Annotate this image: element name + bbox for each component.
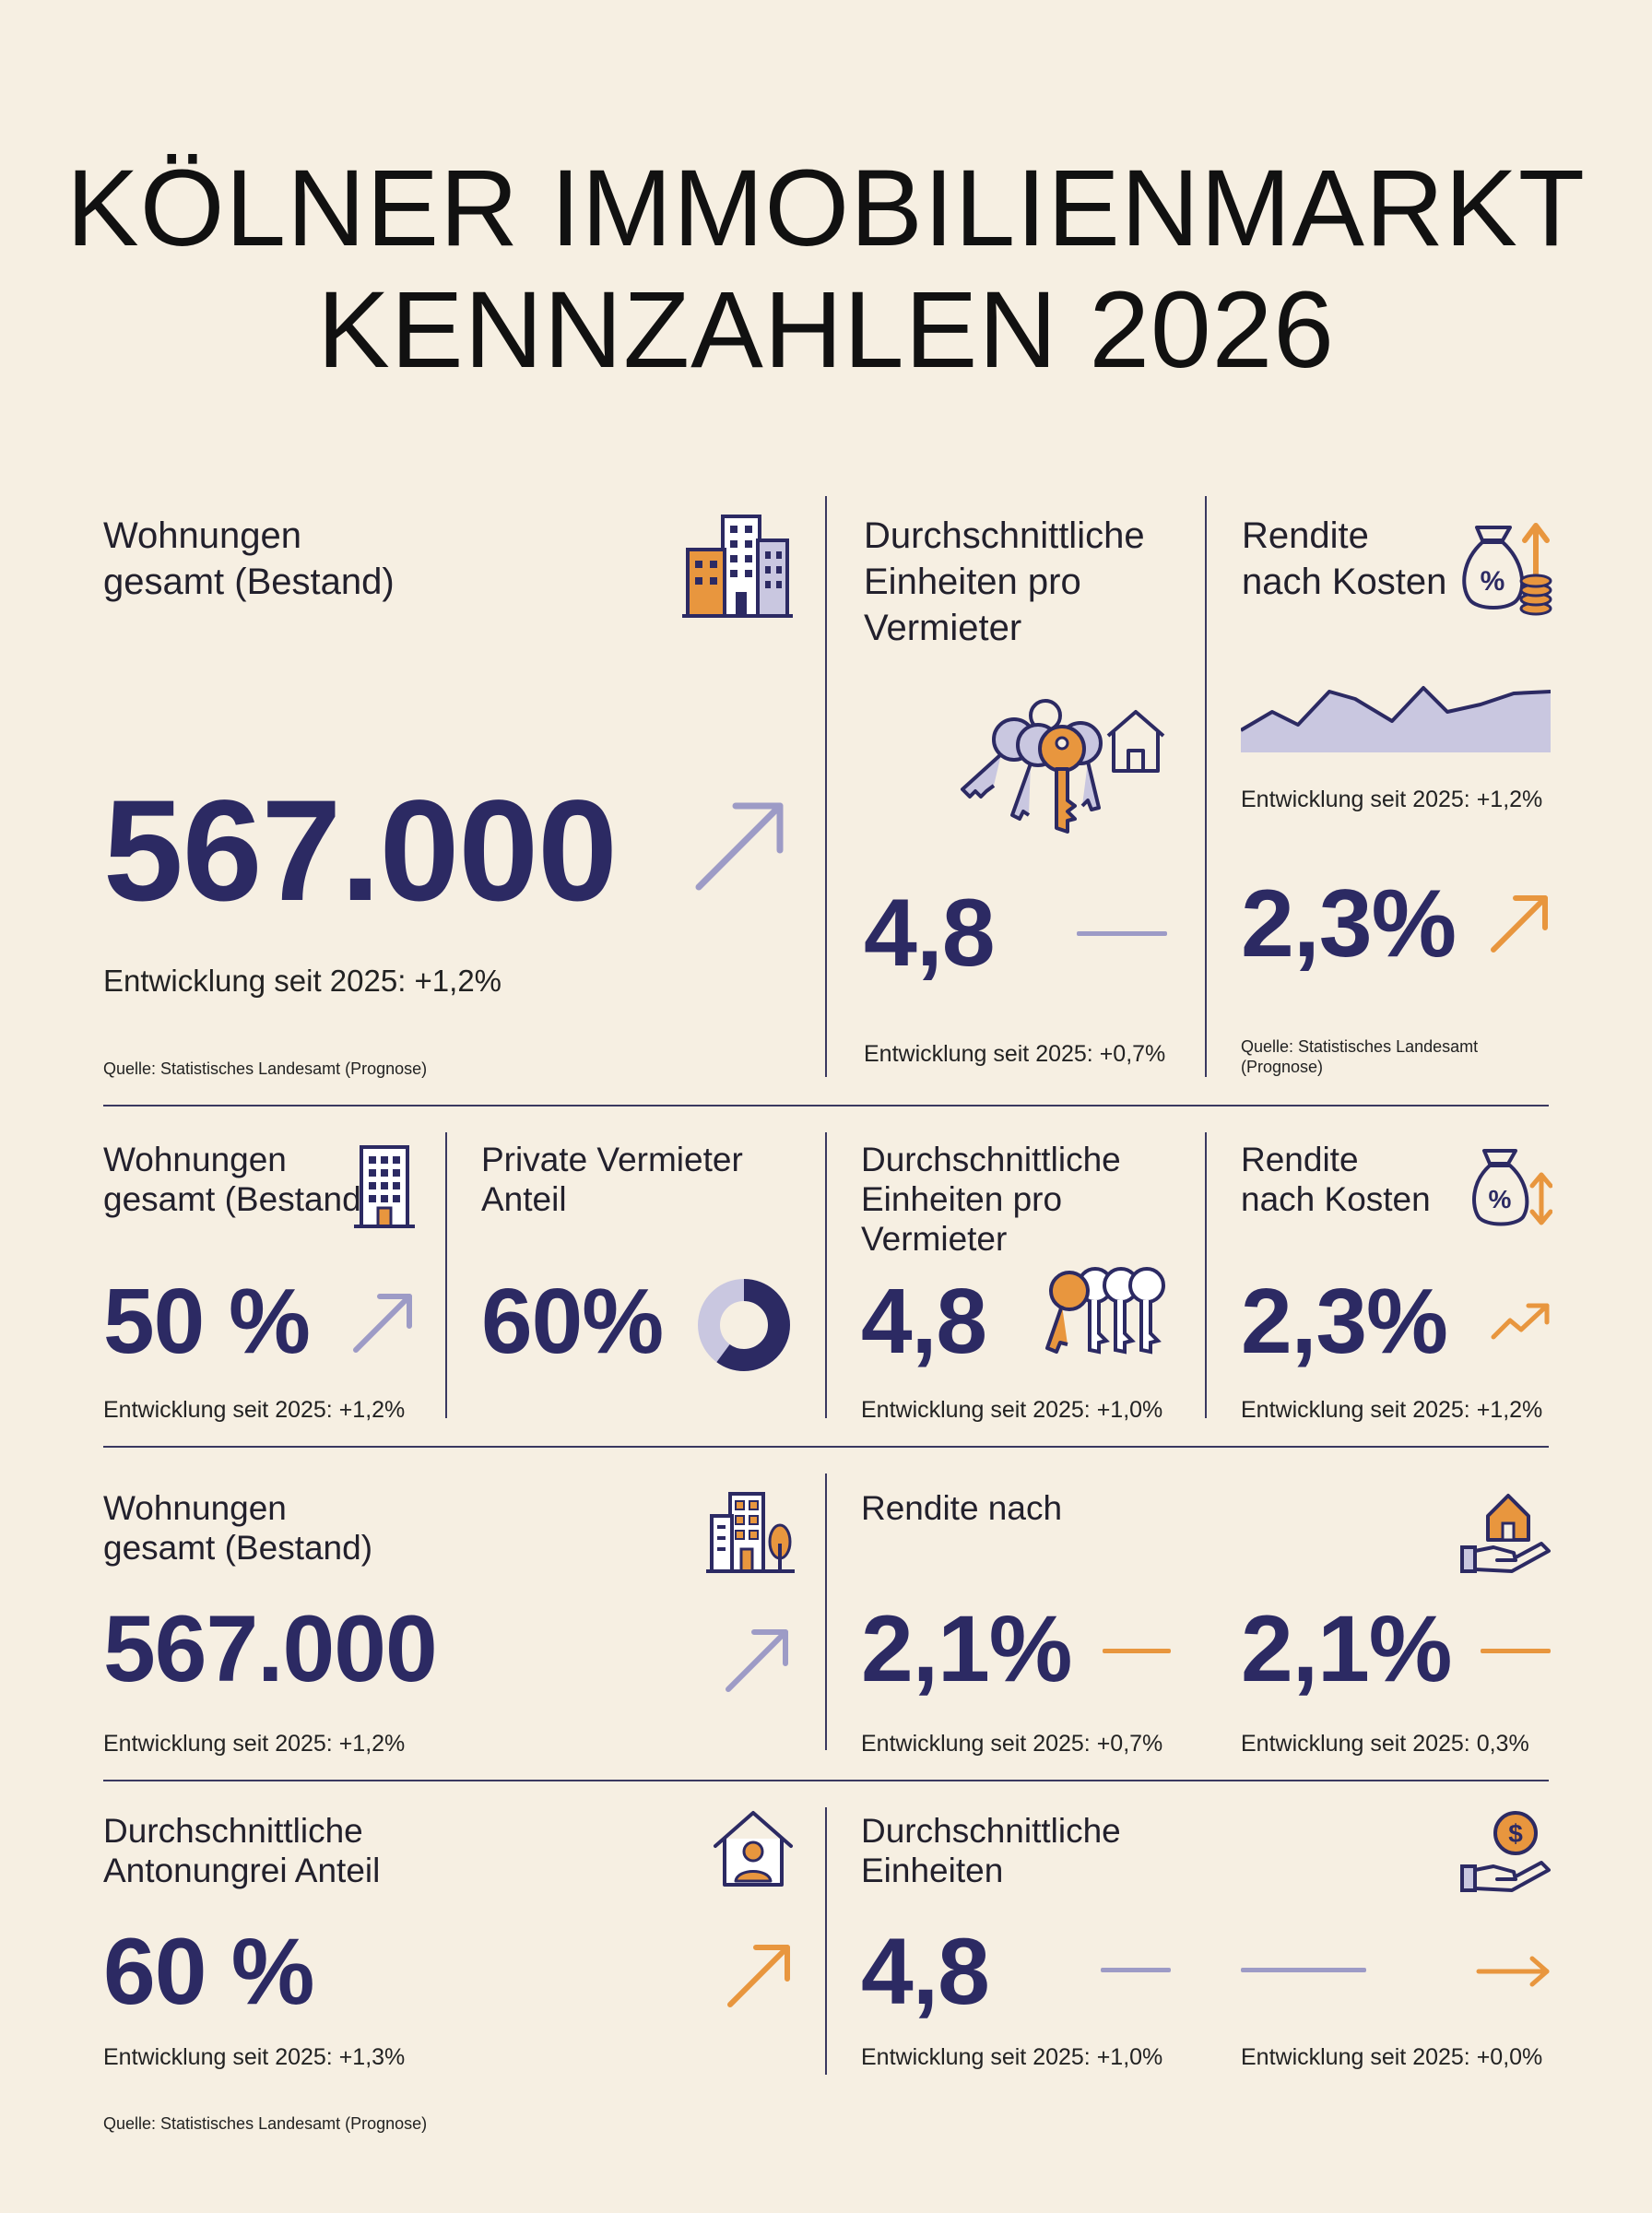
card-label: Wohnungen gesamt (Bestand) <box>103 515 395 602</box>
card-label: Durchschnittliche Einheiten <box>861 1812 1121 1889</box>
divider-v-row2-c <box>1205 1132 1207 1418</box>
card-note: Entwicklung seit 2025: +1,0% <box>861 1397 1163 1423</box>
card-label: Rendite nach Kosten <box>1242 515 1447 602</box>
divider-v-row4 <box>825 1807 827 2075</box>
card-value: 50 % <box>103 1270 311 1373</box>
svg-text:$: $ <box>1508 1819 1523 1848</box>
value-a: 4,8 <box>861 1919 990 2024</box>
building-icon <box>682 515 793 618</box>
note-b: Entwicklung seit 2025: +0,0% <box>1241 2044 1543 2070</box>
svg-text:%: % <box>1481 566 1505 597</box>
note-a: Entwicklung seit 2025: +0,7% <box>861 1731 1163 1757</box>
card-value: 567.000 <box>103 771 618 931</box>
money-bag-percent-icon: % <box>1462 523 1552 616</box>
footer-source: Quelle: Statistisches Landesamt (Prognos… <box>103 2114 428 2133</box>
dash-flat-icon <box>1103 1649 1171 1653</box>
card-value: 2,3% <box>1241 1270 1448 1373</box>
divider-h-2 <box>103 1446 1549 1448</box>
card-value: 60% <box>481 1270 664 1373</box>
divider-v-row2-a <box>445 1132 447 1418</box>
card-value: 60 % <box>103 1919 314 2024</box>
divider-v-row2-b <box>825 1132 827 1418</box>
note-a: Entwicklung seit 2025: +1,0% <box>861 2044 1163 2070</box>
card-note: Entwicklung seit 2025: +1,3% <box>103 2044 406 2070</box>
office-building-icon <box>354 1145 415 1228</box>
page-title: KÖLNER IMMOBILIENMARKT KENNZAHLEN 2026 <box>0 148 1652 391</box>
divider-h-1 <box>103 1105 1549 1106</box>
card-label: Private Vermieter Anteil <box>481 1141 743 1218</box>
divider-v-row3 <box>825 1473 827 1750</box>
arrow-up-right-icon <box>727 1945 790 2007</box>
dash-flat-icon <box>1101 1968 1171 1972</box>
card-label: Wohnungen gesamt (Bestand) <box>103 1141 373 1218</box>
card-source: Quelle: Statistisches Landesamt (Prognos… <box>1241 1037 1479 1076</box>
card-source: Quelle: Statistisches Landesamt (Prognos… <box>103 1059 428 1078</box>
card-note: Entwicklung seit 2025: +0,7% <box>864 1041 1166 1067</box>
card-note: Entwicklung seit 2025: +1,2% <box>103 1731 406 1757</box>
card-label: Rendite nach <box>861 1489 1063 1527</box>
card-note: Entwicklung seit 2025: +1,2% <box>103 964 502 998</box>
card-label: Rendite nach Kosten <box>1241 1141 1431 1218</box>
dash-flat-icon <box>1481 1649 1551 1653</box>
card-value: 2,3% <box>1241 870 1457 977</box>
hand-coin-icon: $ <box>1460 1811 1551 1892</box>
arrow-up-right-icon <box>695 802 784 891</box>
building-tree-icon <box>706 1492 795 1573</box>
dash-flat-icon <box>1241 1968 1366 1972</box>
card-note: Entwicklung seit 2025: +1,2% <box>103 1397 406 1423</box>
value-a: 2,1% <box>861 1596 1072 1701</box>
sparkline-note: Entwicklung seit 2025: +1,2% <box>1241 787 1543 812</box>
divider-v-row1-a <box>825 496 827 1077</box>
house-person-icon <box>714 1811 793 1887</box>
divider-h-3 <box>103 1780 1549 1781</box>
card-note: Entwicklung seit 2025: +1,2% <box>1241 1397 1543 1423</box>
arrow-up-right-icon <box>1491 895 1548 953</box>
card-label: Durchschnittliche Einheiten pro Vermiete… <box>864 515 1145 648</box>
keys-house-icon <box>961 699 1165 834</box>
card-value: 4,8 <box>861 1270 987 1373</box>
title-line-2: KENNZAHLEN 2026 <box>317 269 1335 391</box>
card-value: 4,8 <box>864 880 996 987</box>
donut-chart-icon <box>698 1279 790 1371</box>
card-label: Durchschnittliche Einheiten pro Vermiete… <box>861 1141 1121 1258</box>
card-value: 567.000 <box>103 1596 438 1701</box>
keys-icon <box>1045 1267 1165 1355</box>
svg-text:%: % <box>1489 1185 1512 1213</box>
trend-up-icon <box>1491 1303 1550 1340</box>
sparkline <box>1241 686 1551 752</box>
value-b: 2,1% <box>1241 1596 1452 1701</box>
money-bag-percent-icon: % <box>1472 1149 1552 1226</box>
card-label: Wohnungen gesamt (Bestand) <box>103 1489 373 1567</box>
title-line-1: KÖLNER IMMOBILIENMARKT <box>65 148 1586 269</box>
dash-flat-icon <box>1077 931 1167 936</box>
arrow-right-icon <box>1476 1956 1550 1987</box>
hand-house-icon <box>1460 1494 1551 1573</box>
divider-v-row1-b <box>1205 496 1207 1077</box>
arrow-up-right-icon <box>726 1629 788 1692</box>
card-label: Durchschnittliche Antonungrei Anteil <box>103 1812 381 1889</box>
arrow-up-right-icon <box>353 1294 412 1353</box>
note-b: Entwicklung seit 2025: 0,3% <box>1241 1731 1529 1757</box>
